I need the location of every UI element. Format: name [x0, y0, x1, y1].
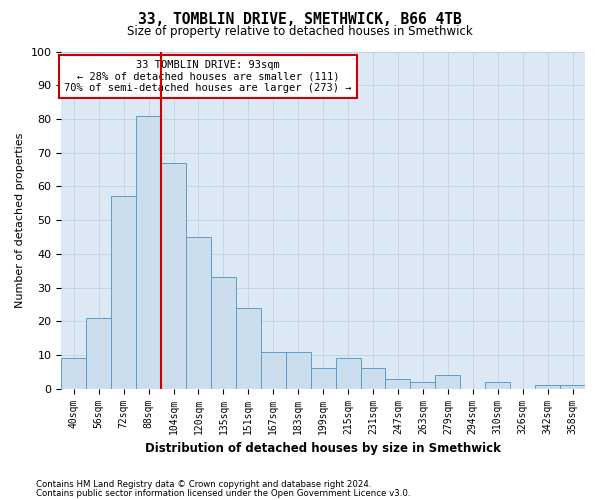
- Bar: [261, 352, 286, 389]
- Text: 33, TOMBLIN DRIVE, SMETHWICK, B66 4TB: 33, TOMBLIN DRIVE, SMETHWICK, B66 4TB: [138, 12, 462, 28]
- Bar: [61, 358, 86, 388]
- Text: Contains HM Land Registry data © Crown copyright and database right 2024.: Contains HM Land Registry data © Crown c…: [36, 480, 371, 489]
- Bar: [535, 386, 560, 388]
- Text: Contains public sector information licensed under the Open Government Licence v3: Contains public sector information licen…: [36, 489, 410, 498]
- Bar: [111, 196, 136, 388]
- Bar: [560, 386, 585, 388]
- Text: 33 TOMBLIN DRIVE: 93sqm
← 28% of detached houses are smaller (111)
70% of semi-d: 33 TOMBLIN DRIVE: 93sqm ← 28% of detache…: [64, 60, 352, 93]
- Bar: [186, 237, 211, 388]
- Bar: [136, 116, 161, 388]
- Bar: [86, 318, 111, 388]
- Bar: [211, 278, 236, 388]
- Y-axis label: Number of detached properties: Number of detached properties: [15, 132, 25, 308]
- Bar: [485, 382, 510, 388]
- Bar: [335, 358, 361, 388]
- Text: Size of property relative to detached houses in Smethwick: Size of property relative to detached ho…: [127, 25, 473, 38]
- Bar: [410, 382, 436, 388]
- Bar: [161, 163, 186, 388]
- Bar: [385, 378, 410, 388]
- Bar: [436, 375, 460, 388]
- Bar: [286, 352, 311, 389]
- Bar: [311, 368, 335, 388]
- Bar: [361, 368, 385, 388]
- Bar: [236, 308, 261, 388]
- X-axis label: Distribution of detached houses by size in Smethwick: Distribution of detached houses by size …: [145, 442, 501, 455]
